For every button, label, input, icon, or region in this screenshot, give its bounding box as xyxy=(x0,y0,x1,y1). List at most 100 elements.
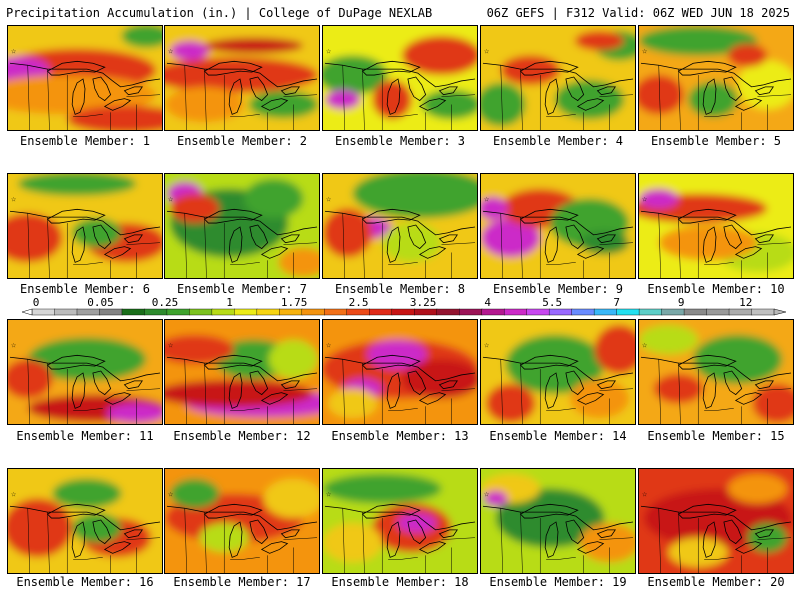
colorbar-swatch xyxy=(459,308,483,316)
state-border xyxy=(704,262,734,265)
precip-contour xyxy=(17,174,137,196)
member-label: Ensemble Member: 2 xyxy=(176,134,308,148)
precip-contour xyxy=(204,37,304,54)
colorbar-swatch xyxy=(683,308,708,316)
lake-outline xyxy=(677,60,737,76)
lake-outline xyxy=(92,76,112,102)
precip-contour xyxy=(483,490,508,507)
state-border xyxy=(47,217,50,278)
colorbar-arrow-right-icon xyxy=(773,308,787,316)
colorbar-swatch xyxy=(661,308,685,316)
state-border xyxy=(184,359,187,424)
state-border xyxy=(757,537,792,540)
lake-outline xyxy=(544,521,559,558)
basemap-outlines xyxy=(482,208,634,278)
precip-contour xyxy=(169,193,220,224)
member-label: Ensemble Member: 14 xyxy=(489,429,627,443)
model-valid-time: 06Z GEFS | F312 Valid: 06Z WED JUN 18 20… xyxy=(486,6,790,20)
lake-outline xyxy=(576,98,605,111)
ensemble-member-map: ☆ xyxy=(480,173,636,279)
country-border xyxy=(640,356,792,382)
lake-outline xyxy=(734,541,763,554)
lake-outline xyxy=(544,78,559,115)
precip-contour xyxy=(8,498,73,558)
country-border xyxy=(482,505,634,531)
lake-outline xyxy=(280,86,300,96)
state-border xyxy=(27,508,30,573)
precip-field: ☆ xyxy=(481,469,635,573)
state-border xyxy=(27,65,30,130)
lake-outline xyxy=(71,372,86,409)
basemap-outlines xyxy=(324,208,476,278)
member-label: Ensemble Member: 10 xyxy=(647,282,785,296)
colorbar-swatch xyxy=(638,308,663,316)
state-border xyxy=(73,262,103,265)
lake-outline xyxy=(228,372,243,409)
lake-outline xyxy=(734,246,763,259)
lake-outline xyxy=(103,98,132,111)
state-border xyxy=(204,217,207,278)
state-border xyxy=(678,363,681,424)
member-label: Ensemble Member: 8 xyxy=(334,282,466,296)
state-border xyxy=(546,114,576,117)
precip-contour xyxy=(658,225,758,261)
lake-outline xyxy=(280,529,300,539)
member-label: Ensemble Member: 1 xyxy=(19,134,151,148)
state-border xyxy=(27,213,30,278)
country-border xyxy=(324,210,476,236)
precip-contour xyxy=(594,324,635,374)
state-border xyxy=(230,262,260,265)
precip-field: ☆ xyxy=(323,174,477,278)
colorbar-tick-label: 2.5 xyxy=(349,297,369,309)
state-border xyxy=(342,508,345,573)
state-border xyxy=(126,94,161,97)
lake-outline xyxy=(754,380,774,390)
precip-field: ☆ xyxy=(481,26,635,130)
basemap-outlines xyxy=(640,354,792,424)
state-border xyxy=(757,242,792,245)
state-border xyxy=(283,537,318,540)
member-label: Ensemble Member: 12 xyxy=(173,429,311,443)
city-marker-icon: ☆ xyxy=(484,194,490,204)
state-border xyxy=(599,537,634,540)
country-border xyxy=(166,356,318,382)
lake-outline xyxy=(123,529,143,539)
lake-outline xyxy=(123,380,143,390)
city-marker-icon: ☆ xyxy=(484,489,490,499)
state-border xyxy=(441,388,476,391)
precip-field: ☆ xyxy=(165,469,319,573)
ensemble-member-map: ☆ xyxy=(322,319,478,425)
basemap-outlines xyxy=(640,60,792,130)
state-border xyxy=(230,408,260,411)
lake-outline xyxy=(702,226,717,263)
lake-outline xyxy=(702,521,717,558)
state-border xyxy=(388,557,418,560)
colorbar-swatch xyxy=(166,308,191,316)
city-marker-icon: ☆ xyxy=(642,340,648,350)
colorbar-swatch xyxy=(414,308,438,316)
basemap-outlines xyxy=(166,208,318,278)
lake-outline xyxy=(677,208,737,224)
state-border xyxy=(73,557,103,560)
ensemble-member-map: ☆ xyxy=(7,319,163,425)
state-border xyxy=(546,408,576,411)
colorbar-tick-label: 9 xyxy=(678,297,685,309)
precip-contour xyxy=(248,90,319,119)
precip-contour xyxy=(727,473,788,504)
ensemble-member-map: ☆ xyxy=(7,25,163,131)
member-label: Ensemble Member: 7 xyxy=(176,282,308,296)
colorbar-swatch xyxy=(436,308,460,316)
state-border xyxy=(184,508,187,573)
member-label: Ensemble Member: 3 xyxy=(334,134,466,148)
ensemble-member-map: ☆ xyxy=(322,25,478,131)
lake-outline xyxy=(249,519,269,545)
lake-outline xyxy=(46,60,106,76)
country-border xyxy=(9,505,161,531)
basemap-outlines xyxy=(482,354,634,424)
precip-contour xyxy=(421,89,477,120)
map-title: Precipitation Accumulation (in.) | Colle… xyxy=(6,6,433,20)
lake-outline xyxy=(103,392,132,405)
precip-contour xyxy=(485,383,536,424)
precip-contour xyxy=(323,473,442,504)
country-border xyxy=(9,210,161,236)
